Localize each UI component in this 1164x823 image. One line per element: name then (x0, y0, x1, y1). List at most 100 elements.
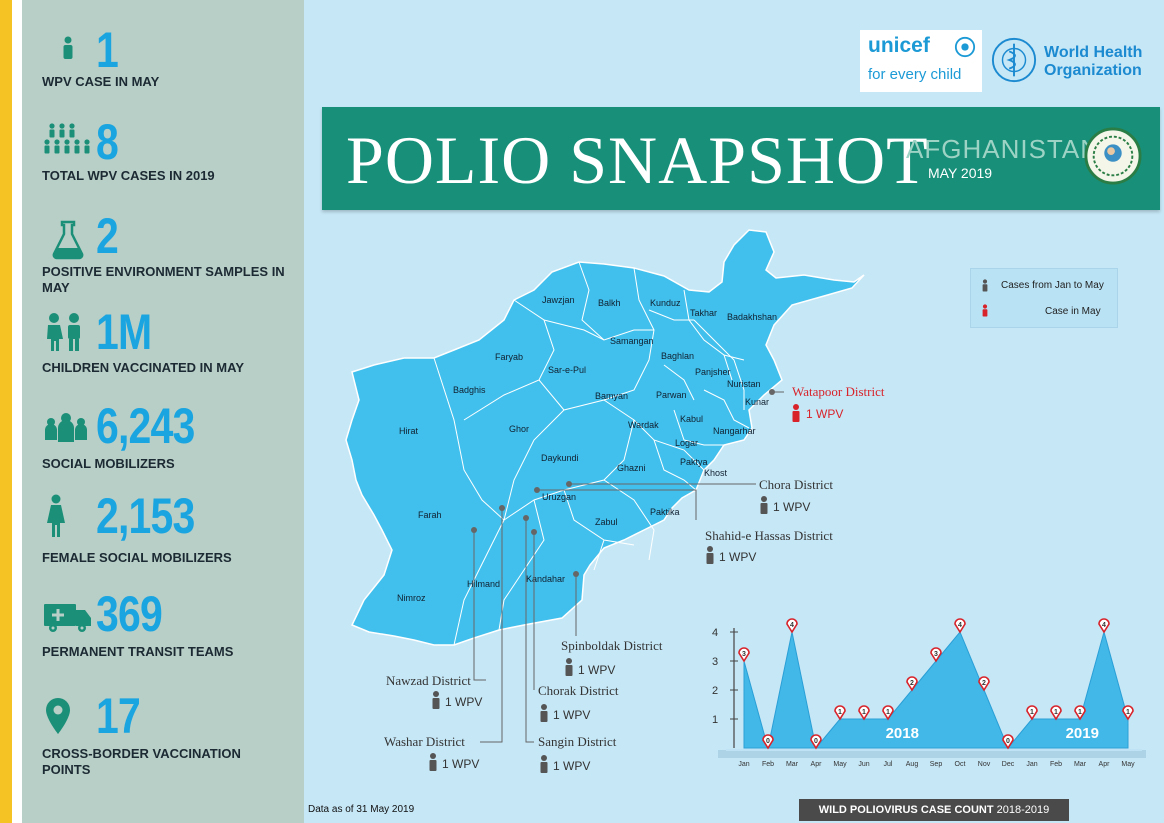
children-icon (47, 313, 80, 351)
who-name-line2: Organization (1044, 62, 1142, 79)
province-label: Zabul (595, 517, 618, 527)
unicef-name: unicef (868, 34, 930, 57)
province-label: Ghor (509, 424, 529, 434)
province-label: Kandahar (526, 574, 565, 584)
unicef-tagline: for every child (868, 66, 962, 83)
report-month: MAY 2019 (928, 165, 993, 181)
chart-marker (882, 705, 894, 721)
chart-platform (718, 750, 1146, 758)
district-dot (769, 389, 775, 395)
chart-data-label: 1 (886, 709, 890, 716)
person-icon (540, 704, 548, 722)
person-icon (706, 546, 714, 564)
province-label: Ghazni (617, 463, 646, 473)
district-name-chora: Chora District (759, 477, 833, 492)
chart-y-tick-label: 4 (712, 627, 718, 639)
chart-marker (930, 647, 942, 663)
district-dots (471, 389, 775, 577)
district-dot (534, 487, 540, 493)
title-banner: POLIO SNAPSHOT AFGHANISTAN MAY 2019 (322, 107, 1160, 210)
province-label: Faryab (495, 352, 523, 362)
chart-marker (978, 676, 990, 692)
chart-x-tick-label: May (833, 761, 847, 768)
district-dot (471, 527, 477, 533)
chart-x-tick-label: Aug (906, 761, 919, 768)
district-name-spinboldak: Spinboldak District (561, 638, 663, 653)
chart-x-tick-label: Apr (1099, 761, 1111, 768)
person-icon (429, 753, 437, 771)
chart-x-tick-label: Oct (955, 761, 966, 768)
stat-label: WPV CASE IN MAY (42, 74, 160, 89)
province-label: Jawzjan (542, 295, 575, 305)
chart-data-label: 1 (1078, 709, 1082, 716)
flask-icon (52, 220, 84, 260)
province-label: Sar-e-Pul (548, 365, 586, 375)
chart-x-tick-label: May (1121, 761, 1135, 768)
chart-y-tick-label: 2 (712, 685, 718, 697)
district-name-nawzad: Nawzad District (386, 673, 471, 688)
chart-data-label: 0 (814, 738, 818, 745)
chart-marker (1026, 705, 1038, 721)
country-label: AFGHANISTAN (906, 134, 1100, 164)
province-label: Paktya (680, 457, 708, 467)
chart-data-label: 2 (982, 680, 986, 687)
white-divider-strip (12, 0, 22, 823)
province-label: Farah (418, 510, 442, 520)
stat-label: FEMALE SOCIAL MOBILIZERS (42, 550, 232, 565)
district-name-sangin: Sangin District (538, 734, 617, 749)
district-dot (499, 505, 505, 511)
stat-value: 8 (96, 114, 119, 170)
chart-data-label: 0 (766, 738, 770, 745)
province-label: Takhar (690, 308, 717, 318)
chart-marker (1002, 734, 1014, 750)
stat-value: 17 (96, 688, 141, 744)
district-count: 1 WPV (719, 550, 756, 564)
chart-x-tick-label: Jun (858, 761, 869, 768)
chart-marker (738, 647, 750, 663)
stat-value: 1 (96, 22, 119, 78)
province-label: Paktika (650, 507, 680, 517)
crowd-icon (45, 413, 87, 442)
chart-data-label: 1 (1126, 709, 1130, 716)
chart-data-label: 4 (1102, 622, 1106, 629)
province-label: Parwan (656, 390, 687, 400)
province-label: Panjsher (695, 367, 731, 377)
person-icon (760, 496, 768, 514)
chart-caption-bar: WILD POLIOVIRUS CASE COUNT 2018-2019 (799, 799, 1069, 821)
chart-data-label: 1 (1030, 709, 1034, 716)
unicef-logo: unicef for every child (860, 30, 982, 92)
afghanistan-emblem-icon (1084, 127, 1142, 185)
chart-data-label: 1 (862, 709, 866, 716)
province-label: Kunduz (650, 298, 681, 308)
district-dot (531, 529, 537, 535)
chart-data-label: 3 (934, 651, 938, 658)
province-label: Nuristan (727, 379, 761, 389)
province-label: Daykundi (541, 453, 579, 463)
chart-x-tick-label: Feb (1050, 761, 1062, 768)
chart-marker (1122, 705, 1134, 721)
chart-x-tick-label: Feb (762, 761, 774, 768)
province-label: Balkh (598, 298, 621, 308)
chart-data-label: 1 (1054, 709, 1058, 716)
chart-data-label: 1 (838, 709, 842, 716)
province-label: Kunar (745, 397, 769, 407)
chart-data-label: 2 (910, 680, 914, 687)
chart-marker (906, 676, 918, 692)
province-label: Badakhshan (727, 312, 777, 322)
chart-x-tick-label: Nov (978, 761, 991, 768)
stat-value: 1M (96, 304, 152, 360)
chart-data-label: 4 (790, 622, 794, 629)
group-icon (44, 123, 90, 154)
chart-marker (1050, 705, 1062, 721)
district-name-shahid-e-hassas: Shahid-e Hassas District (705, 528, 833, 543)
province-label: Bamyan (595, 391, 628, 401)
stat-value: 2 (96, 208, 119, 264)
province-label: Samangan (610, 336, 654, 346)
stat-label: CROSS-BORDER VACCINATION POINTS (42, 746, 241, 777)
province-label: Khost (704, 468, 728, 478)
chart-y-tick-label: 3 (712, 656, 718, 668)
person-icon (565, 658, 573, 676)
person-icon-red (792, 404, 800, 422)
district-name-watapoor: Watapoor District (792, 384, 885, 399)
chart-x-tick-label: Jul (884, 761, 893, 768)
